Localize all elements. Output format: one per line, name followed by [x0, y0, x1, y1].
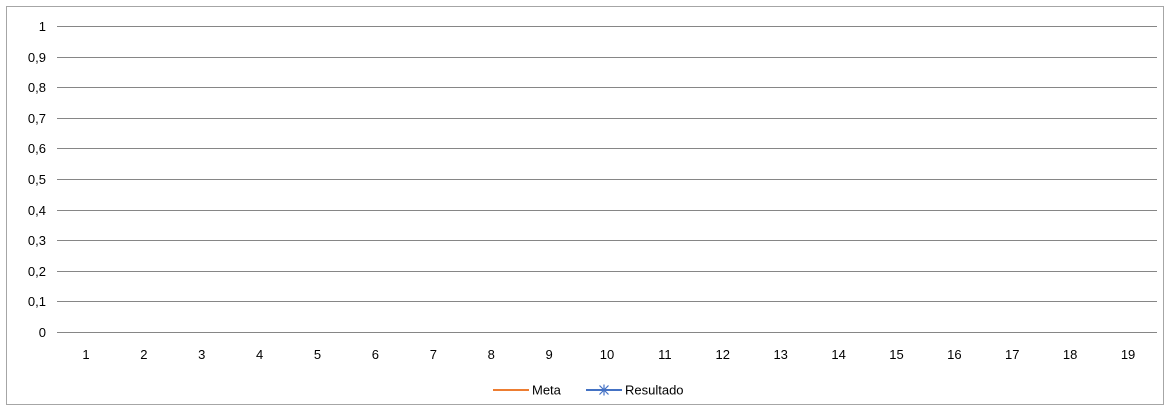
chart-frame — [6, 6, 1164, 405]
legend-label: Resultado — [625, 383, 684, 398]
y-tick-label: 0,1 — [28, 294, 46, 309]
x-tick-label: 12 — [716, 347, 730, 362]
x-tick-label: 5 — [314, 347, 321, 362]
x-tick-label: 2 — [140, 347, 147, 362]
x-tick-label: 6 — [372, 347, 379, 362]
x-tick-label: 10 — [600, 347, 614, 362]
y-tick-label: 1 — [39, 19, 46, 34]
gridlines — [57, 26, 1157, 302]
x-tick-label: 17 — [1005, 347, 1019, 362]
x-tick-label: 1 — [82, 347, 89, 362]
x-tick-label: 19 — [1121, 347, 1135, 362]
legend-item: Resultado — [586, 383, 684, 398]
y-tick-label: 0,6 — [28, 141, 46, 156]
x-tick-label: 4 — [256, 347, 263, 362]
y-tick-label: 0,8 — [28, 80, 46, 95]
x-tick-label: 3 — [198, 347, 205, 362]
x-tick-label: 14 — [831, 347, 845, 362]
asterisk-marker-icon — [599, 384, 609, 396]
y-tick-label: 0,4 — [28, 203, 46, 218]
y-tick-label: 0,7 — [28, 111, 46, 126]
y-axis-ticks: 0 0,1 0,2 0,3 0,4 0,5 0,6 0,7 0,8 0,9 1 — [28, 19, 46, 340]
y-tick-label: 0,5 — [28, 172, 46, 187]
x-tick-label: 8 — [488, 347, 495, 362]
x-tick-label: 15 — [889, 347, 903, 362]
x-tick-label: 18 — [1063, 347, 1077, 362]
legend-item: Meta — [493, 383, 562, 398]
legend-label: Meta — [532, 383, 562, 398]
x-axis-ticks: 1 2 3 4 5 6 7 8 9 10 11 12 13 14 15 16 17 18 19 — [82, 347, 1135, 362]
y-tick-label: 0,9 — [28, 50, 46, 65]
y-tick-label: 0 — [39, 325, 46, 340]
x-tick-label: 16 — [947, 347, 961, 362]
legend: Meta Resultado — [493, 383, 684, 398]
y-tick-label: 0,3 — [28, 233, 46, 248]
y-tick-label: 0,2 — [28, 264, 46, 279]
x-tick-label: 13 — [773, 347, 787, 362]
x-tick-label: 11 — [658, 347, 672, 362]
x-tick-label: 7 — [430, 347, 437, 362]
x-tick-label: 9 — [545, 347, 552, 362]
